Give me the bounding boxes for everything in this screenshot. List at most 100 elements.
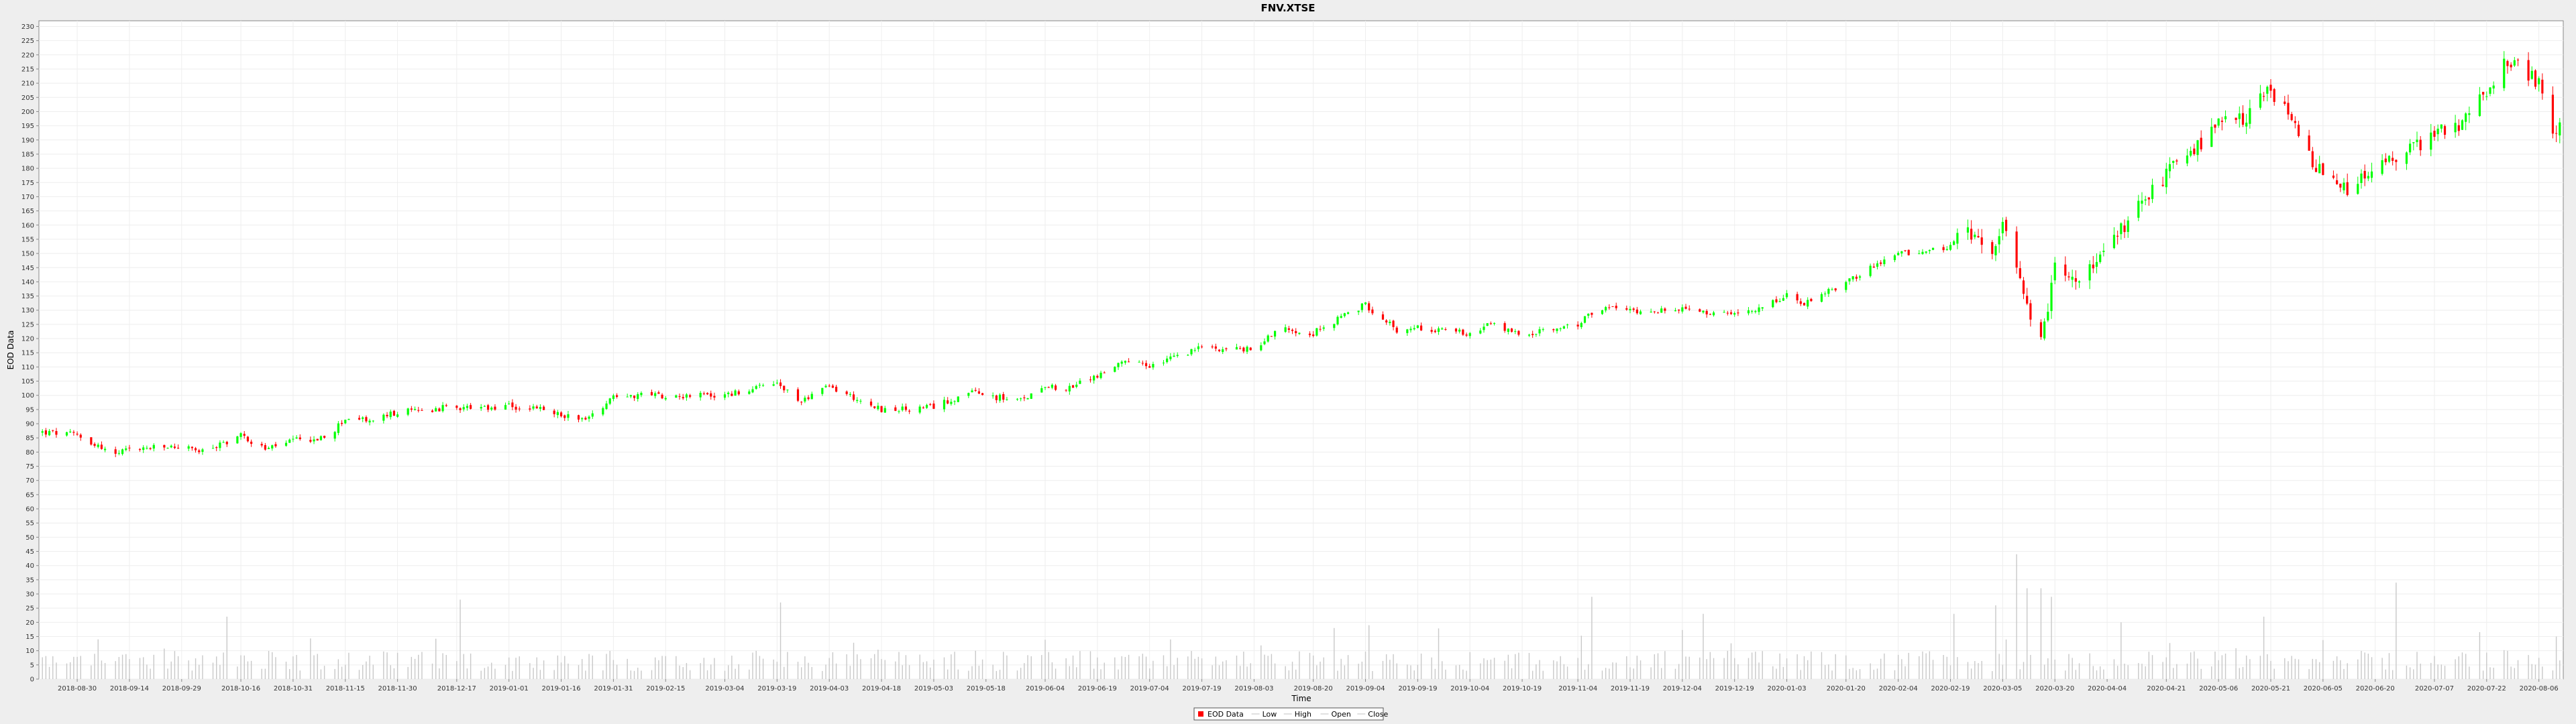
x-tick-label: 2019-07-19 (1183, 685, 1222, 692)
candle-down (1688, 308, 1690, 310)
candle-up (1336, 316, 1339, 324)
candle-up (734, 390, 737, 396)
y-tick-label: 175 (21, 180, 34, 187)
candle-up (1152, 363, 1155, 368)
candle-up (2478, 94, 2481, 117)
x-tick-label: 2019-11-04 (1558, 685, 1597, 692)
candle-down (163, 444, 166, 448)
candle-down (1803, 303, 1806, 306)
y-tick-label: 10 (25, 648, 34, 655)
candle-down (584, 418, 587, 420)
candle-down (710, 393, 712, 397)
candle-down (564, 415, 566, 418)
candle-up (2454, 123, 2457, 133)
y-tick-label: 55 (25, 520, 34, 528)
candle-up (1346, 312, 1350, 314)
candle-down (2022, 280, 2025, 294)
candle-up (883, 408, 886, 413)
candle-down (1270, 336, 1273, 337)
y-tick-label: 0 (30, 676, 34, 684)
candle-down (2074, 278, 2077, 282)
candle-down (835, 386, 838, 392)
candle-down (650, 391, 653, 396)
candle-down (2308, 135, 2310, 151)
candle-up (1897, 253, 1900, 255)
candle-up (292, 438, 294, 440)
candle-down (323, 436, 326, 438)
candle-down (1737, 312, 1739, 314)
candle-up (1273, 330, 1277, 337)
y-tick-label: 230 (21, 23, 34, 31)
candle-down (250, 441, 253, 444)
candle-up (382, 414, 385, 421)
y-tick-label: 80 (25, 449, 34, 457)
candle-down (2311, 151, 2314, 168)
candle-up (1542, 329, 1544, 330)
candle-up (1075, 384, 1078, 387)
candle-down (358, 418, 361, 420)
candle-down (2004, 219, 2008, 231)
candle-down (831, 385, 834, 388)
x-tick-label: 2019-05-18 (967, 685, 1006, 692)
candle-up (1173, 355, 1175, 357)
y-tick-label: 215 (21, 66, 34, 73)
candle-up (751, 389, 754, 393)
y-tick-label: 75 (25, 463, 34, 471)
candle-down (1419, 325, 1423, 330)
candle-down (438, 408, 441, 412)
candle-up (1298, 333, 1301, 335)
candle-up (1507, 328, 1509, 333)
candle-up (1343, 313, 1346, 316)
candle-down (44, 430, 47, 435)
candle-up (2245, 122, 2248, 127)
x-tick-label: 2020-01-20 (1827, 685, 1866, 692)
candle-up (2190, 150, 2192, 156)
candle-up (608, 398, 611, 404)
x-tick-label: 2020-03-05 (1983, 685, 2022, 692)
candle-down (2294, 121, 2296, 123)
candle-up (2357, 184, 2359, 194)
candle-up (1925, 251, 1927, 253)
candle-up (347, 418, 350, 420)
candle-down (421, 410, 423, 411)
candle-up (104, 448, 107, 450)
candle-down (79, 434, 82, 438)
candle-down (2123, 225, 2126, 233)
x-tick-label: 2019-04-18 (862, 685, 901, 692)
candle-down (1635, 309, 1638, 314)
candle-down (225, 442, 228, 444)
candle-up (1322, 327, 1325, 329)
candle-up (2538, 78, 2540, 84)
legend: EOD Data Low High Open Close (1193, 707, 1388, 721)
candle-down (1148, 366, 1151, 368)
candle-up (1629, 308, 1631, 310)
candle-down (1291, 329, 1294, 331)
candle-up (1483, 326, 1485, 330)
candle-down (1395, 327, 1398, 333)
candle-up (1197, 346, 1199, 349)
x-tick-label: 2018-09-14 (110, 685, 149, 692)
candle-up (2165, 168, 2167, 188)
candle-down (386, 414, 388, 416)
y-tick-label: 60 (25, 506, 34, 514)
candle-down (100, 444, 103, 449)
candle-up (2053, 262, 2056, 281)
candle-down (1381, 314, 1385, 320)
candle-up (65, 432, 68, 436)
candle-up (1357, 310, 1360, 312)
candle-up (1030, 393, 1032, 399)
candle-up (2071, 276, 2074, 280)
candle-down (2363, 170, 2366, 179)
candle-up (1785, 293, 1788, 298)
candle-down (2235, 117, 2237, 120)
candle-down (2541, 79, 2544, 94)
y-tick-label: 225 (21, 38, 34, 45)
y-tick-label: 180 (21, 166, 34, 173)
candle-up (1486, 323, 1489, 326)
y-tick-label: 125 (21, 321, 34, 328)
candle-down (90, 437, 93, 445)
candle-down (518, 408, 521, 410)
candle-down (2161, 184, 2164, 186)
candle-down (995, 395, 998, 400)
candle-down (309, 440, 312, 442)
